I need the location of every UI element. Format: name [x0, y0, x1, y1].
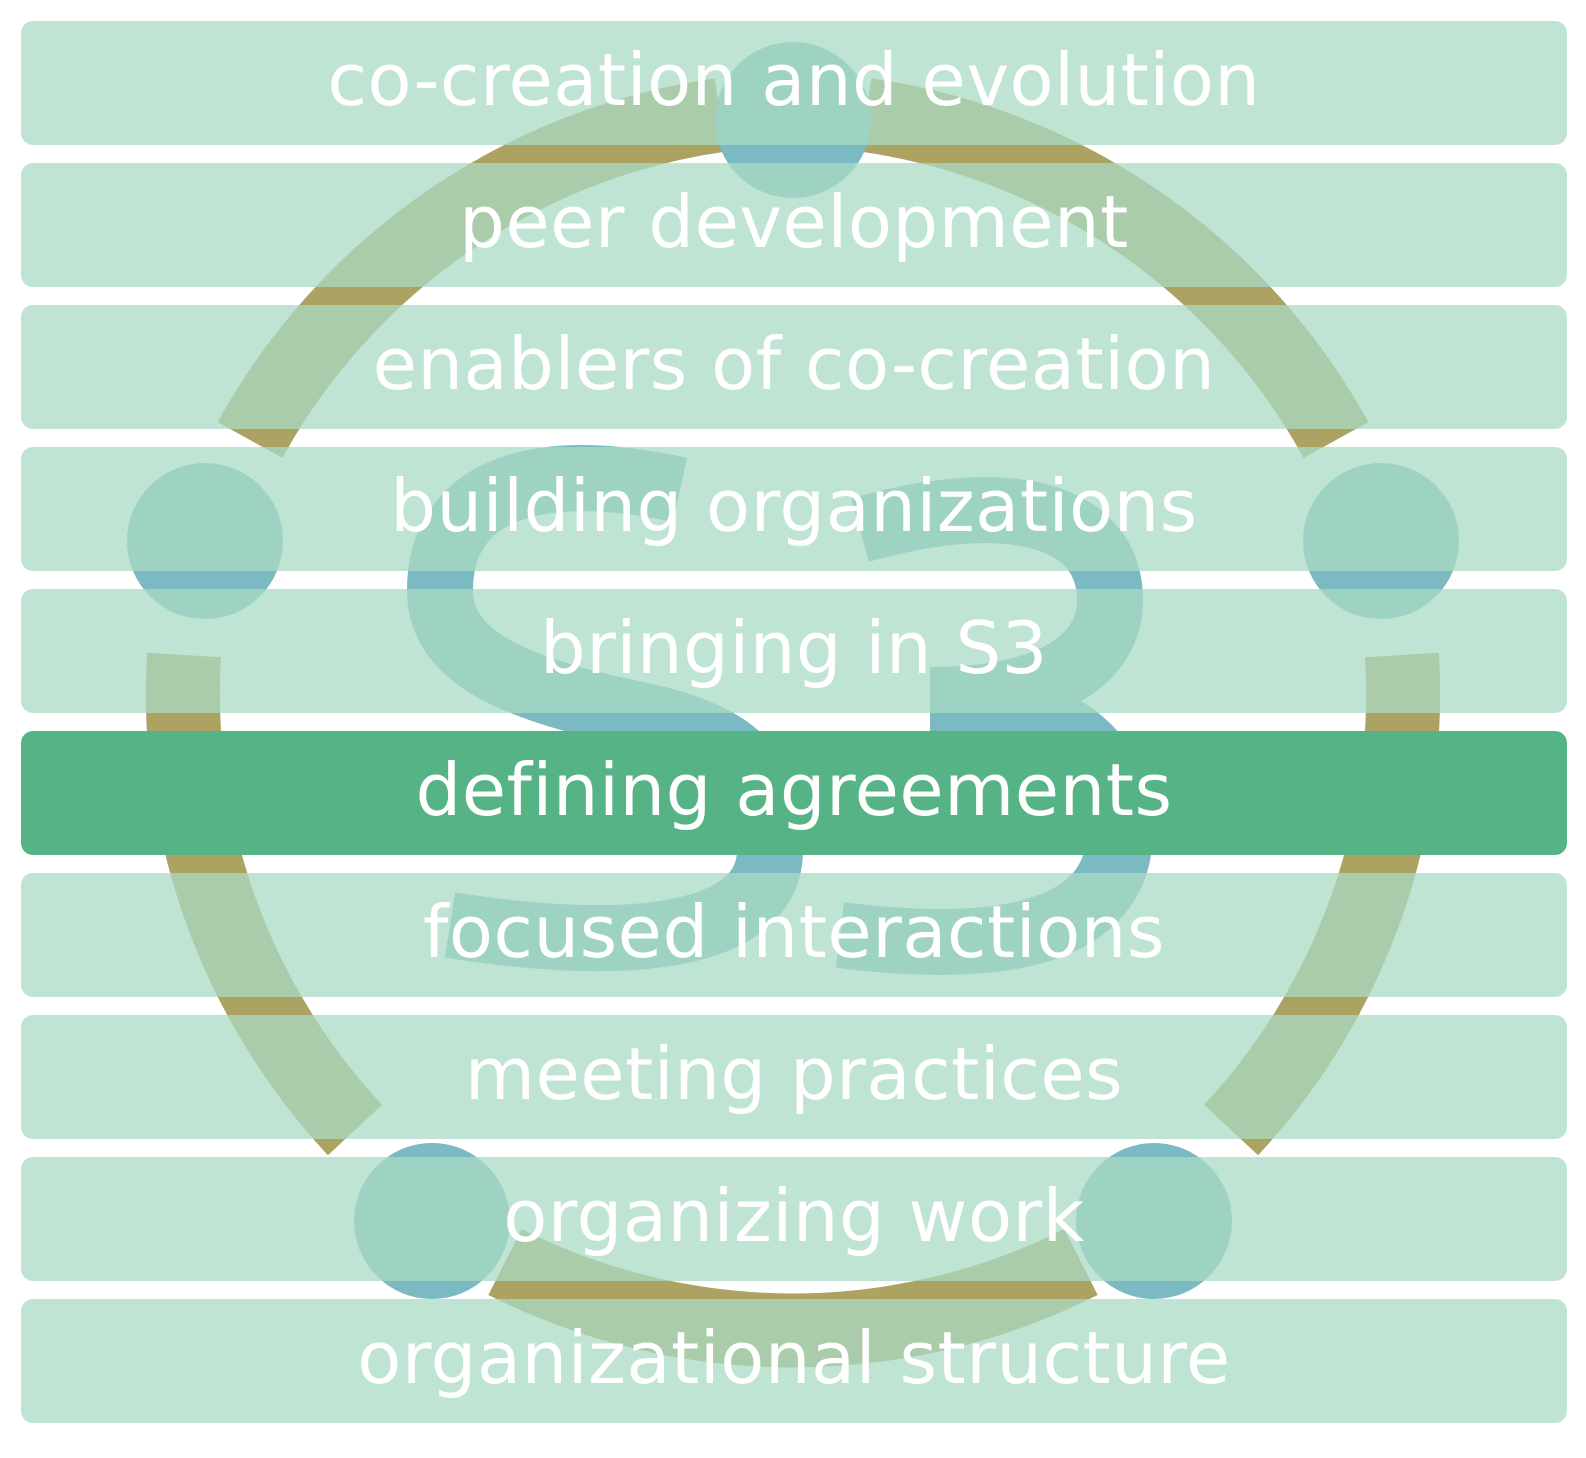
category-label: bringing in S3 [540, 606, 1048, 690]
category-label: defining agreements [415, 748, 1173, 832]
category-row-organizational-structure[interactable]: organizational structure [21, 1299, 1567, 1423]
category-label: meeting practices [464, 1032, 1124, 1116]
category-row-bringing-in-s3[interactable]: bringing in S3 [21, 589, 1567, 713]
category-row-organizing-work[interactable]: organizing work [21, 1157, 1567, 1281]
category-label: organizational structure [357, 1316, 1231, 1400]
category-row-co-creation-and-evolution[interactable]: co-creation and evolution [21, 21, 1567, 145]
category-row-enablers-of-co-creation[interactable]: enablers of co-creation [21, 305, 1567, 429]
category-label: focused interactions [423, 890, 1165, 974]
category-row-building-organizations[interactable]: building organizations [21, 447, 1567, 571]
category-label: building organizations [390, 464, 1198, 548]
category-row-focused-interactions[interactable]: focused interactions [21, 873, 1567, 997]
category-row-defining-agreements[interactable]: defining agreements [21, 731, 1567, 855]
category-label: organizing work [503, 1174, 1085, 1258]
category-row-meeting-practices[interactable]: meeting practices [21, 1015, 1567, 1139]
category-row-peer-development[interactable]: peer development [21, 163, 1567, 287]
category-label: enablers of co-creation [372, 322, 1216, 406]
category-label: co-creation and evolution [327, 38, 1261, 122]
category-label: peer development [459, 180, 1129, 264]
